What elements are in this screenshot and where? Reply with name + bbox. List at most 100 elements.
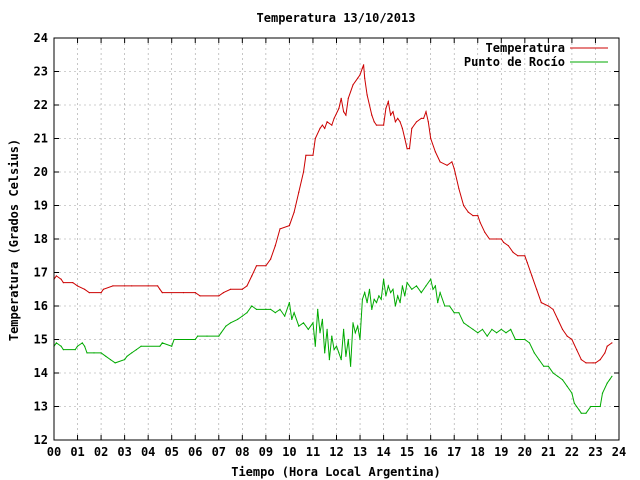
data-point [76,345,79,347]
data-point [197,335,199,337]
data-point [536,288,538,290]
data-point [55,342,58,344]
data-point [218,335,220,337]
data-point [371,308,373,310]
data-point [60,278,62,280]
data-point [364,292,366,294]
data-point [500,238,502,240]
data-point [467,211,469,213]
data-point [397,117,399,119]
data-point [361,298,363,300]
data-point [364,77,366,79]
data-point [326,328,328,330]
data-point [246,312,248,314]
data-point [547,365,550,367]
grid [54,38,619,440]
data-point [580,412,582,414]
data-point [392,111,394,113]
data-point [345,355,347,357]
data-point [366,94,368,96]
y-tick-label: 19 [34,199,48,213]
data-point [340,97,342,99]
x-tick-label: 15 [400,445,414,459]
y-tick-label: 17 [34,266,48,280]
data-point [288,302,290,304]
data-point [524,338,526,341]
data-point [446,164,448,166]
data-point [383,278,385,280]
data-point [514,338,517,341]
legend-label-punto-de-rocio: Punto de Rocío [464,55,565,69]
data-point [241,288,243,290]
data-point [481,328,484,330]
data-point [463,204,465,207]
data-point [467,325,469,327]
data-point [411,127,413,129]
x-tick-label: 11 [306,445,320,459]
y-tick-label: 16 [34,299,48,313]
data-point [571,338,573,341]
data-point [477,332,479,334]
data-point [368,288,371,290]
data-point [319,332,321,334]
data-point [343,111,345,113]
data-point [74,349,76,351]
data-point [112,285,114,287]
data-point [566,385,568,387]
data-point [528,342,531,344]
data-point [375,302,378,304]
data-point [100,352,102,354]
data-point [585,412,587,414]
data-point [55,275,58,277]
data-point [392,288,394,290]
x-tick-label: 04 [141,445,155,459]
data-point [380,298,382,300]
series-punto-de-rocio [53,277,613,414]
data-point [573,402,575,404]
data-point [147,285,149,287]
data-point [159,288,161,290]
data-point [124,285,126,287]
data-point [601,392,604,394]
ticks [53,37,620,441]
data-point [434,285,436,287]
data-point [463,322,465,324]
data-point [408,148,411,150]
data-point [305,154,307,156]
data-point [333,117,335,119]
data-point [385,295,387,297]
data-point [361,67,363,69]
data-point [340,359,342,361]
data-point [288,225,290,227]
x-tick-label: 19 [494,445,508,459]
data-point [576,349,578,351]
data-point [124,359,126,361]
data-point [524,255,526,257]
x-tick-label: 14 [376,445,390,459]
data-point [437,302,439,304]
data-point [105,355,107,357]
data-point [218,295,220,297]
x-tick-labels: 00 01 02 03 04 05 06 07 08 09 10 11 12 13 14 15 16 17 18 19… [47,445,626,459]
data-point [406,282,408,284]
data-point [404,137,406,140]
data-point [387,101,389,103]
data-point [496,238,498,240]
data-point [246,285,248,287]
data-point [357,325,359,327]
x-tick-label: 05 [164,445,178,459]
data-point [241,315,243,317]
data-point [458,188,460,190]
y-tick-label: 21 [34,132,48,146]
data-point [206,335,208,337]
data-point [401,285,403,287]
data-point [291,318,293,320]
data-point [448,305,451,307]
data-point [373,298,375,300]
data-point [302,171,305,173]
x-tick-label: 00 [47,445,61,459]
data-point [298,191,300,193]
data-point [526,261,528,263]
y-tick-label: 23 [34,65,48,79]
data-point [580,359,582,361]
